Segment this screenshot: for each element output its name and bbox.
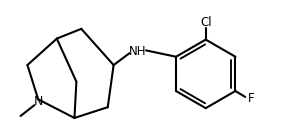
Text: N: N [34, 95, 43, 108]
Text: NH: NH [129, 45, 147, 58]
Text: Cl: Cl [200, 16, 212, 29]
Text: F: F [248, 92, 254, 105]
